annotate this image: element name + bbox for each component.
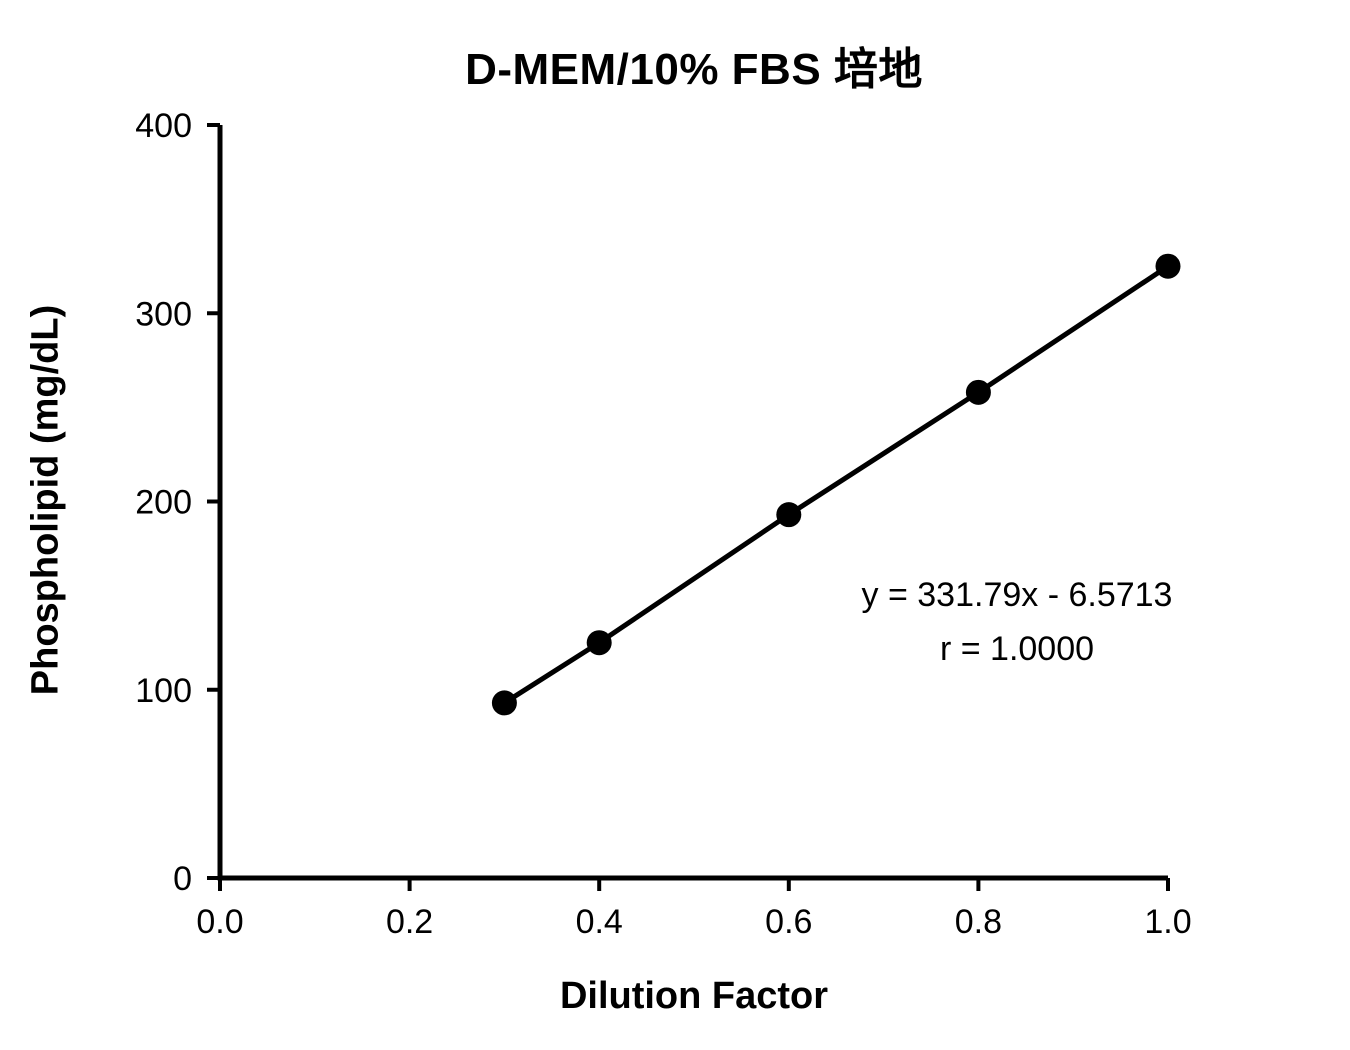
x-tick-label: 0.4: [576, 903, 623, 941]
x-tick-label: 0.8: [955, 903, 1002, 941]
x-tick-label: 0.0: [196, 903, 243, 941]
data-point-marker: [1155, 253, 1181, 279]
y-tick-label: 0: [173, 860, 192, 898]
y-tick-label: 400: [135, 107, 192, 145]
y-tick-label: 100: [135, 672, 192, 710]
x-tick-label: 0.2: [386, 903, 433, 941]
data-point-marker: [491, 690, 517, 716]
x-tick-label: 0.6: [765, 903, 812, 941]
data-point-marker: [776, 502, 802, 528]
y-tick-label: 300: [135, 295, 192, 333]
y-tick-label: 200: [135, 484, 192, 522]
annotation-block: y = 331.79x - 6.5713 r = 1.0000: [817, 568, 1217, 676]
data-point-marker: [586, 630, 612, 656]
correlation-coefficient: r = 1.0000: [939, 630, 1095, 668]
data-point-marker: [965, 379, 991, 405]
x-tick-label: 1.0: [1144, 903, 1191, 941]
x-axis-title: Dilution Factor: [559, 975, 829, 1017]
chart-title: D-MEM/10% FBS 培地: [465, 45, 923, 94]
y-axis-title: Phospholipid (mg/dL): [24, 304, 67, 696]
regression-equation: y = 331.79x - 6.5713: [861, 576, 1173, 614]
